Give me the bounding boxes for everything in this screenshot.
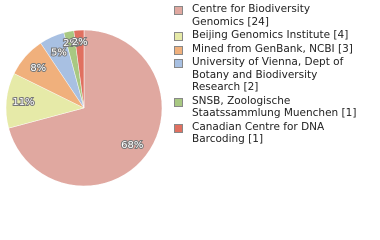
legend-label: Beijing Genomics Institute [4] [192,29,349,41]
slice-label: 68% [121,140,143,151]
legend-swatch [174,6,183,15]
legend-item: Mined from GenBank, NCBI [3] [174,43,374,56]
legend-item: Canadian Centre for DNA Barcoding [1] [174,121,374,146]
pie-slice [8,29,163,187]
legend-label: University of Vienna, Dept of Botany and… [192,56,344,93]
legend-swatch [174,123,183,133]
slice-label: 2% [63,38,79,49]
legend-label: SNSB, Zoologische Staatssammlung Muenche… [192,94,357,120]
legend-label: Centre for Biodiversity Genomics [24] [192,3,311,28]
legend-swatch [174,45,183,55]
legend-swatch [174,32,183,41]
legend-item: Centre for Biodiversity Genomics [24] [174,3,374,28]
legend-item: University of Vienna, Dept of Botany and… [174,56,374,94]
pie-slice [73,29,85,109]
legend-item: Beijing Genomics Institute [4] [174,29,374,42]
legend-swatch [174,97,183,107]
slice-label: 11% [12,97,34,108]
slice-label: 8% [30,63,46,74]
legend-item: SNSB, Zoologische Staatssammlung Muenche… [174,95,374,120]
legend-swatch [174,59,183,68]
legend-label: Canadian Centre for DNA Barcoding [1] [192,120,325,146]
pie-chart: 68%11%8%5%2%2% [5,29,163,187]
legend-label: Mined from GenBank, NCBI [3] [192,42,353,55]
legend: Centre for Biodiversity Genomics [24] Bei… [174,3,374,147]
slice-label: 2% [72,37,88,48]
slice-label: 5% [51,48,67,59]
